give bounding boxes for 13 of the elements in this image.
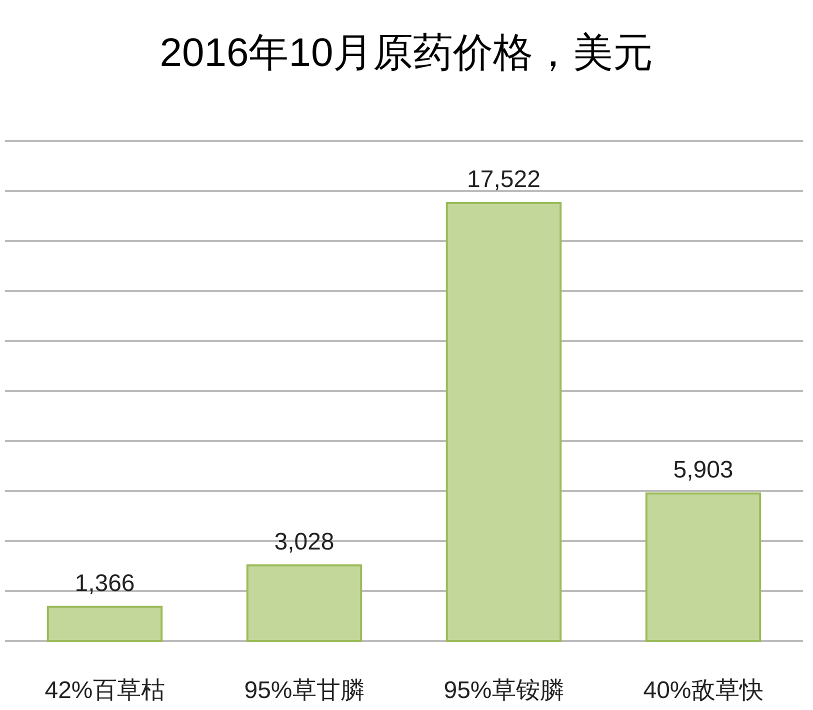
- chart-title: 2016年10月原药价格，美元: [160, 31, 654, 75]
- x-tick-label: 40%敌草快: [643, 677, 764, 704]
- bar: [446, 202, 562, 642]
- data-label: 3,028: [274, 528, 334, 556]
- bar: [46, 606, 163, 642]
- x-tick-label: 95%草甘膦: [244, 677, 364, 704]
- data-label: 17,522: [467, 166, 540, 193]
- x-tick-label: 42%百草枯: [44, 677, 165, 704]
- data-label: 1,366: [74, 570, 135, 597]
- x-tick-label: 95%草铵膦: [444, 677, 564, 704]
- bar: [645, 492, 762, 642]
- bar: [246, 564, 362, 642]
- data-label: 5,903: [673, 456, 734, 484]
